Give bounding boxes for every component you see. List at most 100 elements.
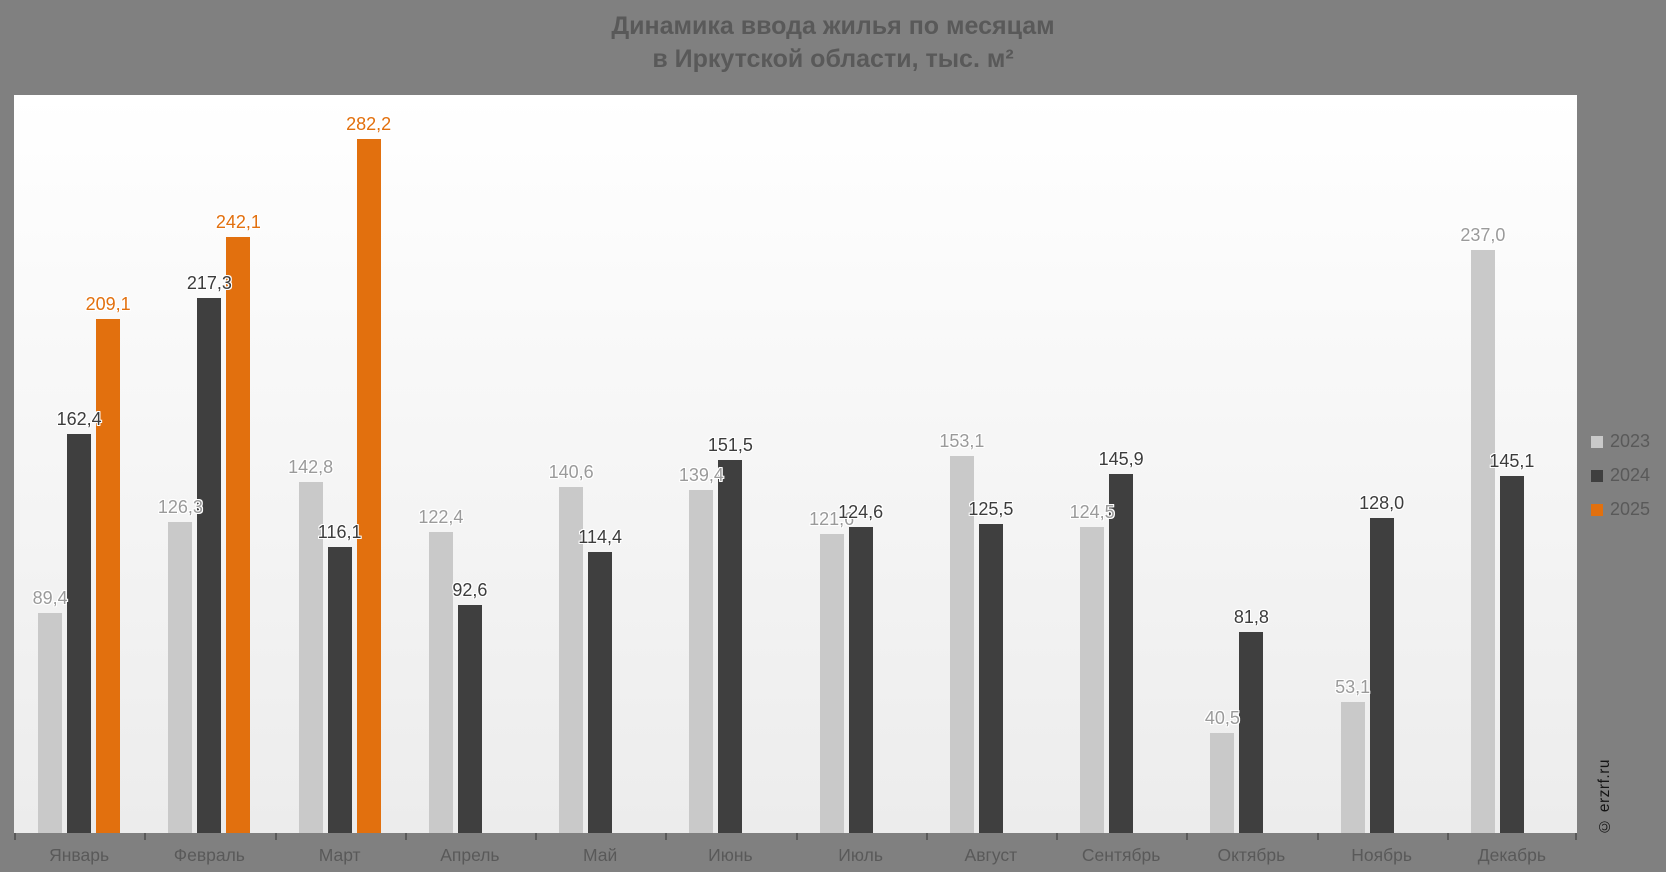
axis-tick [535, 833, 537, 840]
bar-2023-2 [168, 522, 193, 833]
bar-value-label-2023-2: 126,3 [157, 497, 203, 518]
bar-2025-3 [356, 138, 381, 833]
bar-2024-5 [588, 551, 613, 833]
bar-slot-2024-11: 128,0 [1359, 493, 1404, 833]
bar-slot-2023-9: 124,5 [1070, 502, 1115, 833]
bar-group-4: 122,4 92,6 [405, 95, 535, 833]
bar-slot-2024-4: 92,6 [452, 580, 487, 833]
bar-slot-2024-1: 162,4 [57, 409, 102, 833]
x-axis-label-2: Февраль [173, 845, 245, 865]
bar-2024-11 [1369, 518, 1394, 833]
axis-tick [1186, 833, 1188, 840]
bar-2024-3 [327, 547, 352, 833]
bar-group-9: 124,5 145,9 [1056, 95, 1186, 833]
bar-value-label-2024-3: 116,1 [317, 522, 362, 543]
axis-tick [405, 833, 407, 840]
bar-group-11: 53,1 128,0 [1317, 95, 1447, 833]
bar-2025-1 [96, 318, 121, 833]
bar-slot-2024-5: 114,4 [578, 527, 622, 833]
bar-group-5: 140,6 114,4 [535, 95, 665, 833]
bar-groups: 89,4 162,4 209,1 126,3 217,3 242,1 142,8 116,1 2… [14, 95, 1577, 833]
x-axis-label-11: Ноябрь [1351, 845, 1412, 865]
bar-2025-2 [226, 237, 251, 833]
bar-2023-11 [1340, 702, 1365, 833]
bar-2023-6 [689, 490, 714, 833]
bar-value-label-2023-6: 139,4 [678, 465, 724, 486]
bar-2024-2 [197, 298, 222, 833]
bar-2024-4 [457, 605, 482, 833]
x-axis-label-5: Май [582, 845, 618, 865]
bar-value-label-2024-2: 217,3 [186, 273, 232, 294]
bar-slot-2023-12: 237,0 [1460, 225, 1505, 833]
bar-value-label-2023-11: 53,1 [1335, 677, 1371, 698]
bar-group-10: 40,5 81,8 [1186, 95, 1316, 833]
axis-tick [1447, 833, 1449, 840]
legend-item-2023: 2023 [1590, 431, 1650, 452]
x-axis-label-7: Июль [838, 845, 883, 865]
legend: 2023 2024 2025 [1590, 431, 1650, 533]
bar-value-label-2023-10: 40,5 [1204, 708, 1240, 729]
bar-slot-2023-4: 122,4 [418, 507, 463, 833]
bar-value-label-2024-10: 81,8 [1233, 606, 1269, 627]
bar-slot-2024-9: 145,9 [1099, 449, 1144, 833]
bar-slot-2023-3: 142,8 [288, 457, 333, 833]
legend-item-2024: 2024 [1590, 465, 1650, 486]
x-axis-label-10: Октябрь [1217, 845, 1286, 865]
legend-label-2024: 2024 [1609, 465, 1650, 485]
bar-group-7: 121,6 124,6 [796, 95, 926, 833]
bar-value-label-2024-12: 145,1 [1489, 451, 1535, 472]
bar-value-label-2024-1: 162,4 [56, 408, 102, 429]
bar-2023-4 [428, 531, 453, 833]
bar-slot-2024-2: 217,3 [187, 273, 232, 833]
bar-slot-2024-6: 151,5 [708, 435, 753, 833]
axis-tick [14, 833, 16, 840]
legend-label-2023: 2023 [1609, 431, 1650, 451]
bar-2023-5 [559, 487, 584, 833]
bar-value-label-2023-3: 142,8 [288, 456, 334, 477]
bar-slot-2023-11: 53,1 [1335, 677, 1370, 833]
axis-tick [1056, 833, 1058, 840]
bar-2023-3 [298, 481, 323, 833]
bar-2023-8 [949, 456, 974, 833]
chart-title: Динамика ввода жилья по месяцам в Иркутс… [0, 10, 1666, 76]
x-axis-labels: Январь Февраль Март Апрель Май Июнь Июль Август… [14, 845, 1577, 866]
bar-value-label-2023-9: 124,5 [1069, 501, 1115, 522]
bar-slot-2023-8: 153,1 [939, 431, 984, 833]
bar-group-3: 142,8 116,1 282,2 [275, 95, 405, 833]
bar-value-label-2024-9: 145,9 [1098, 449, 1144, 470]
x-axis-label-9: Сентябрь [1081, 845, 1161, 865]
axis-tick [926, 833, 928, 840]
bar-slot-2023-6: 139,4 [679, 465, 724, 833]
x-axis-label-8: Август [964, 845, 1018, 865]
bar-2024-9 [1109, 474, 1134, 833]
chart-title-line1: Динамика ввода жилья по месяцам [611, 12, 1055, 40]
bar-slot-2025-2: 242,1 [216, 212, 261, 833]
bar-value-label-2024-8: 125,5 [968, 499, 1014, 520]
watermark: © erzrf.ru [1596, 758, 1613, 834]
bar-slot-2023-1: 89,4 [33, 588, 68, 833]
axis-tick [1317, 833, 1319, 840]
x-axis-label-1: Январь [49, 845, 110, 865]
bar-slot-2024-10: 81,8 [1234, 607, 1269, 833]
bar-slot-2023-5: 140,6 [549, 462, 594, 833]
bar-value-label-2025-1: 209,1 [85, 293, 131, 314]
bar-slot-2024-12: 145,1 [1489, 451, 1534, 833]
bar-value-label-2025-2: 242,1 [215, 212, 261, 233]
bar-value-label-2023-1: 89,4 [32, 588, 68, 609]
bar-2024-1 [67, 433, 92, 833]
bar-value-label-2023-7: 121,6 [809, 508, 855, 529]
bar-group-12: 237,0 145,1 [1447, 95, 1577, 833]
bar-2024-10 [1239, 631, 1264, 833]
legend-swatch-2023 [1590, 435, 1603, 448]
bar-value-label-2024-6: 151,5 [707, 435, 753, 456]
x-axis-label-3: Март [318, 845, 361, 865]
bar-value-label-2025-3: 282,2 [346, 113, 392, 134]
legend-item-2025: 2025 [1590, 499, 1650, 520]
bar-value-label-2023-4: 122,4 [418, 506, 464, 527]
axis-tick [665, 833, 667, 840]
bar-group-2: 126,3 217,3 242,1 [144, 95, 274, 833]
x-axis-label-12: Декабрь [1477, 845, 1546, 865]
x-axis-label-6: Июнь [708, 845, 753, 865]
bar-value-label-2024-11: 128,0 [1359, 493, 1405, 514]
